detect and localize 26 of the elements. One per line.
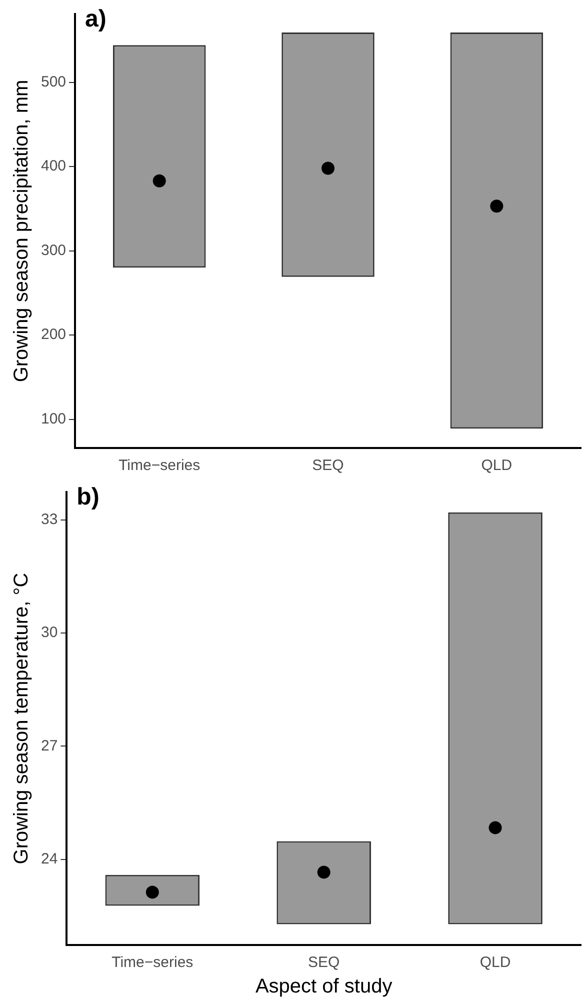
point: [317, 866, 330, 879]
y-tick-label: 24: [40, 850, 58, 868]
x-tick-label: Time−series: [118, 457, 200, 474]
point: [322, 162, 335, 175]
y-tick-label: 500: [40, 73, 66, 90]
y-tick-label: 200: [40, 326, 66, 344]
y-tick-label: 33: [40, 511, 58, 528]
x-tick-label: SEQ: [308, 954, 340, 972]
x-tick-label: Time−series: [112, 954, 194, 972]
annotation: a): [85, 6, 106, 33]
y-axis-title: Growing season precipitation, mm: [10, 80, 33, 382]
x-tick-label: SEQ: [312, 457, 344, 474]
x-tick-label: QLD: [481, 457, 512, 474]
y-tick-label: 400: [40, 158, 66, 175]
point: [490, 200, 504, 213]
y-tick-label: 100: [40, 410, 66, 428]
point: [146, 886, 159, 899]
x-tick-label: QLD: [480, 954, 511, 972]
y-axis-title: Growing season temperature, °C: [10, 572, 33, 864]
y-tick-label: 27: [40, 737, 58, 754]
point: [152, 174, 166, 188]
y-tick-label: 300: [40, 242, 66, 259]
point: [488, 821, 502, 834]
annotation: b): [76, 484, 100, 511]
y-tick-label: 30: [40, 624, 58, 642]
x-axis-title: Aspect of study: [255, 976, 392, 998]
